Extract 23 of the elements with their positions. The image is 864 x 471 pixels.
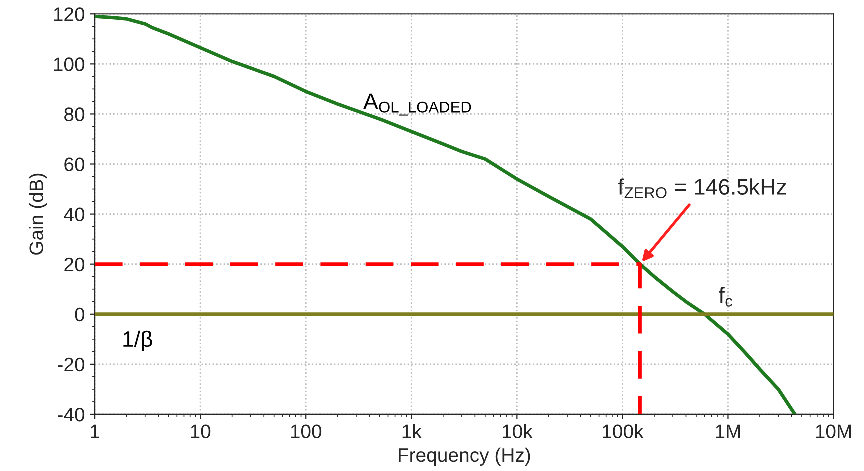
annotation: f$_{ZERO}$ = 146.5kHz xyxy=(618,178,786,198)
series-label: 1/β xyxy=(124,330,152,352)
x-axis-title: Frequency (Hz) xyxy=(399,448,530,466)
y-tick-label: -20 xyxy=(58,358,85,372)
x-tick-label: 1M xyxy=(716,424,740,438)
y-tick-label: -40 xyxy=(58,408,85,422)
x-tick-label: 10 xyxy=(191,424,211,438)
x-tick-label: 1k xyxy=(402,424,422,438)
y-tick-label: 80 xyxy=(64,108,85,122)
x-tick-label: 10M xyxy=(816,424,852,438)
y-tick-label: 100 xyxy=(54,58,85,72)
x-tick-label: 1 xyxy=(91,424,100,438)
y-tick-label: 40 xyxy=(64,208,85,222)
y-tick-label: 20 xyxy=(64,258,85,272)
y-tick-label: 0 xyxy=(75,308,85,322)
y-tick-label: 60 xyxy=(64,158,85,172)
annotation: f$_{c}$ xyxy=(719,287,732,307)
x-tick-label: 10k xyxy=(502,424,533,438)
series-label: A$_{OL_LOADED}$ xyxy=(364,94,472,116)
x-tick-label: 100k xyxy=(603,424,644,438)
y-axis-title: Gain (dB) xyxy=(29,174,48,255)
x-tick-label: 100 xyxy=(291,424,322,438)
y-tick-label: 120 xyxy=(54,8,85,22)
